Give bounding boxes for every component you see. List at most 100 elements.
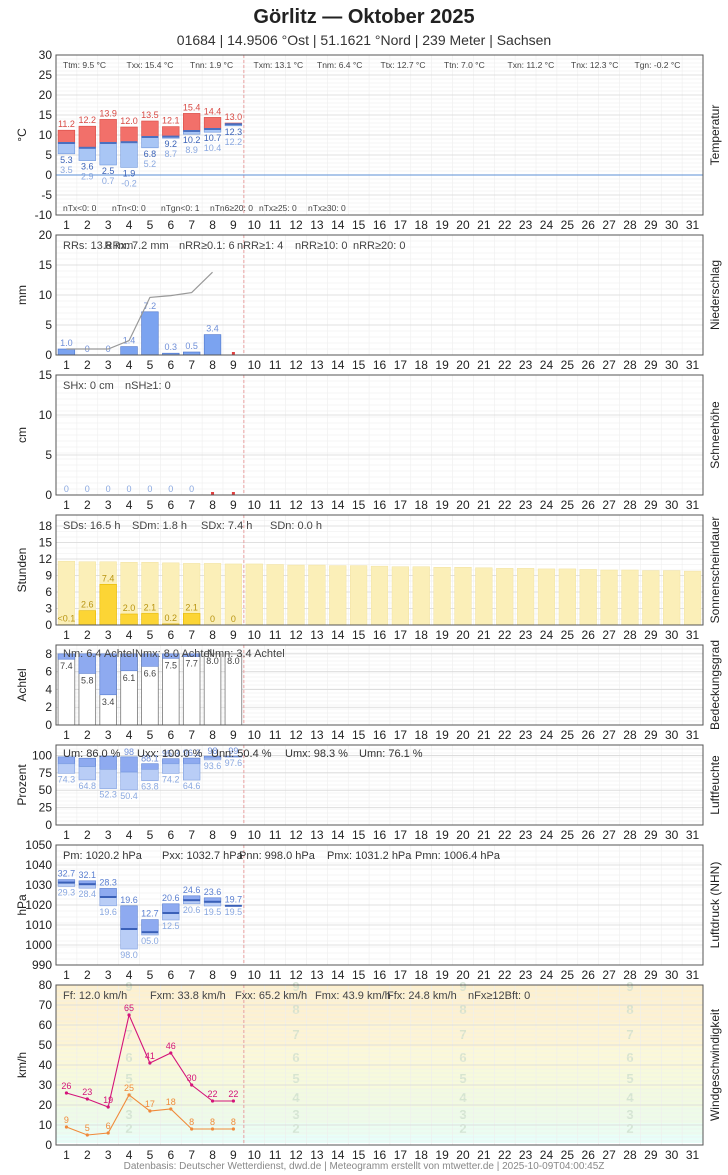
tmean-mark	[120, 141, 138, 144]
sunshine-label: 0	[231, 614, 236, 624]
tmax-bar	[183, 113, 201, 132]
x-tick-label: 16	[373, 498, 387, 512]
beaufort-label: 6	[626, 1050, 633, 1065]
tmax-label: 15.4	[183, 102, 201, 112]
pressure-min-bar	[99, 896, 117, 907]
tmin-label: 12.3	[225, 127, 243, 137]
stat-label: SDn: 0.0 h	[270, 520, 322, 532]
panel-side-label: Luftdruck (NHN)	[708, 862, 722, 949]
y-tick-label: 0	[45, 1138, 52, 1152]
x-tick-label: 16	[373, 1148, 387, 1162]
humidity-min-bar	[120, 771, 138, 791]
y-tick-label: 1030	[25, 878, 52, 892]
beaufort-label: 8	[459, 1002, 466, 1017]
tmax-label: 12.0	[120, 116, 138, 126]
x-tick-label: 1	[63, 968, 70, 982]
x-tick-label: 7	[188, 828, 195, 842]
stat-label: nRR≥10: 0	[295, 240, 348, 252]
y-tick-label: 40	[39, 1058, 53, 1072]
x-tick-label: 3	[105, 728, 112, 742]
x-tick-label: 3	[105, 628, 112, 642]
tground-label: 12.2	[225, 137, 243, 147]
sunshine-bar	[99, 583, 117, 626]
tmin-label: 6.8	[144, 149, 157, 159]
x-tick-label: 28	[623, 728, 637, 742]
x-tick-label: 7	[188, 728, 195, 742]
humidity-max-label: 88.1	[141, 754, 159, 764]
x-tick-label: 19	[435, 968, 449, 982]
x-tick-label: 29	[644, 498, 658, 512]
precip-bar	[203, 334, 222, 356]
x-tick-label: 21	[477, 498, 491, 512]
x-tick-label: 27	[602, 628, 616, 642]
y-tick-label: 8	[45, 647, 52, 661]
y-tick-label: 3	[45, 602, 52, 616]
cloud-label: 5.8	[81, 675, 94, 685]
cloud-label: 8.0	[206, 656, 219, 666]
wind-point	[106, 1131, 110, 1135]
x-tick-label: 22	[498, 828, 512, 842]
plot-frame	[55, 644, 704, 726]
y-axis-label: Achtel	[15, 668, 29, 701]
y-tick-label: 20	[39, 228, 53, 242]
x-tick-label: 26	[582, 1148, 596, 1162]
daylength-bar	[558, 568, 576, 626]
y-tick-label: 75	[39, 766, 53, 780]
x-tick-label: 22	[498, 628, 512, 642]
x-tick-label: 18	[415, 1148, 429, 1162]
stat-label: Uxx: 100.0 %	[137, 748, 203, 760]
x-tick-label: 29	[644, 968, 658, 982]
pressure-min-bar	[162, 912, 180, 921]
x-tick-label: 7	[188, 628, 195, 642]
x-tick-label: 14	[331, 628, 345, 642]
stat-label: nTgn<0: 1	[161, 203, 200, 213]
cloud-bar	[78, 653, 96, 674]
x-tick-label: 26	[582, 358, 596, 372]
x-tick-label: 24	[540, 358, 554, 372]
y-axis-label: Stunden	[15, 548, 29, 593]
tmax-bar	[162, 126, 180, 137]
panel-temperature: -10-505101520253011.25.33.512.23.62.913.…	[15, 48, 722, 232]
y-tick-label: 100	[32, 748, 52, 762]
wind-point	[169, 1107, 173, 1111]
today-mark	[231, 352, 235, 355]
x-tick-label: 29	[644, 218, 658, 232]
stat-label: RRs: 13.8 mm	[63, 240, 133, 252]
x-tick-label: 27	[602, 728, 616, 742]
precip-label: 1.0	[60, 338, 73, 348]
station-info: 01684 | 14.9506 °Ost | 51.1621 °Nord | 2…	[176, 32, 552, 48]
pressure-min-label: 12.5	[162, 921, 180, 931]
wind-point	[85, 1097, 89, 1101]
stat-label: nTn<0: 0	[112, 203, 146, 213]
humidity-max-label: 96.2	[183, 748, 201, 758]
x-tick-label: 25	[561, 218, 575, 232]
stat-label: Pmx: 1031.2 hPa	[327, 850, 412, 862]
stat-label: Txx: 15.4 °C	[127, 60, 174, 70]
humidity-min-bar	[162, 763, 180, 774]
cloud-label: 7.7	[185, 659, 198, 669]
pressure-max-label: 19.7	[225, 895, 243, 905]
x-tick-label: 2	[84, 1148, 91, 1162]
daylength-bar	[642, 570, 660, 626]
tmean-mark	[99, 142, 117, 144]
x-tick-label: 16	[373, 828, 387, 842]
x-tick-label: 11	[269, 968, 282, 982]
beaufort-label: 3	[626, 1107, 633, 1122]
panel-side-label: Temperatur	[708, 105, 722, 166]
stat-label: Ffx: 24.8 km/h	[387, 990, 457, 1002]
pressure-mean-mark	[225, 904, 242, 907]
y-tick-label: -10	[35, 208, 53, 222]
pressure-max-label: 28.3	[99, 877, 117, 887]
x-tick-label: 18	[415, 358, 429, 372]
sunshine-label: 2.1	[144, 602, 157, 612]
cloud-label: 6.1	[123, 673, 136, 683]
x-tick-label: 11	[269, 728, 282, 742]
x-tick-label: 25	[561, 628, 575, 642]
x-tick-label: 21	[477, 968, 491, 982]
cloud-bar	[183, 653, 201, 657]
x-tick-label: 24	[540, 498, 554, 512]
y-tick-label: 10	[39, 288, 53, 302]
wind-value-label: 26	[61, 1081, 71, 1091]
tground-label: 8.9	[185, 145, 198, 155]
beaufort-label: 3	[292, 1107, 299, 1122]
